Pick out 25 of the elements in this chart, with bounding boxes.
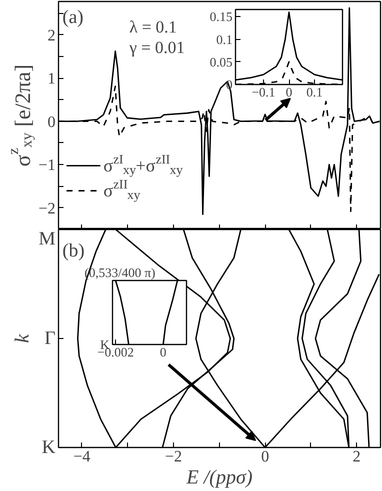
y-tick-label: 0.15 xyxy=(210,9,232,24)
x-tick-label: −0.1 xyxy=(252,84,276,100)
y-tick-label: 0 xyxy=(48,114,56,131)
x-tick-label: −2 xyxy=(164,448,182,466)
y-tick-label: −1 xyxy=(38,157,56,174)
y-tick-label: 2 xyxy=(48,27,56,44)
x-tick-label: −4 xyxy=(73,448,90,466)
annotation: (a) xyxy=(62,7,84,28)
x-tick-label: 0 xyxy=(261,448,270,466)
annotation: (b) xyxy=(62,240,85,262)
annotation: λ = 0.1 xyxy=(129,17,177,36)
annotation: γ = 0.01 xyxy=(128,38,185,57)
y-tick-label: 1 xyxy=(48,70,56,88)
text: M xyxy=(38,228,56,250)
y-axis-title: k xyxy=(12,332,34,343)
x-tick-label: 0.1 xyxy=(306,84,323,100)
text: Γ xyxy=(44,328,56,349)
y-tick-label: 0.1 xyxy=(216,32,232,47)
text: K xyxy=(42,437,56,458)
x-axis-title: E /(ppσ) xyxy=(186,466,253,488)
y-axis-title: σzxy [e/2πa] xyxy=(6,64,36,167)
x-tick-label: 0 xyxy=(286,84,292,100)
x-tick-label: 2 xyxy=(352,448,361,466)
y-tick-label: −2 xyxy=(38,200,56,218)
y-tick-label: 0.05 xyxy=(210,54,232,70)
